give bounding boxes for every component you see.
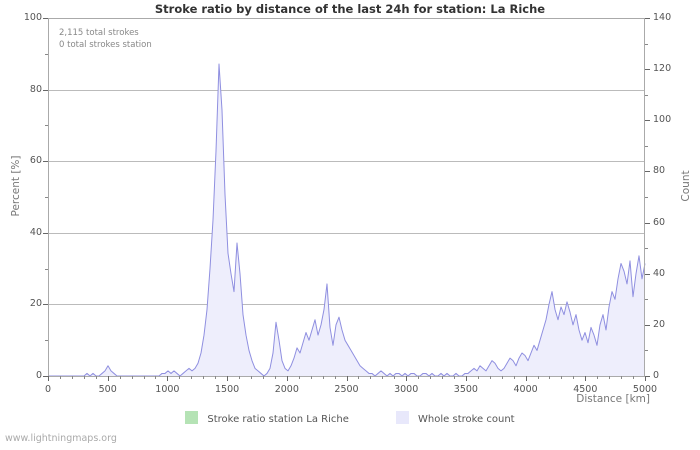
legend-swatch-stroke-ratio-station [185,411,199,424]
x-axis-tick-label: 1000 [155,384,180,395]
y-axis-left-tick-label: 0 [35,370,42,381]
y-axis-left-tick-label: 40 [29,226,42,238]
x-axis-tick-label: 500 [98,384,117,395]
x-axis-tick-label: 3000 [394,384,419,395]
y-axis-right-tick-label: 40 [653,267,666,279]
legend-label-stroke-ratio-station: Stroke ratio station La Riche [207,413,349,425]
y-axis-left-label: Percent [%] [10,155,22,217]
x-axis-label: Distance [km] [576,393,650,405]
chart-legend: Stroke ratio station La Riche Whole stro… [0,411,700,425]
chart-title: Stroke ratio by distance of the last 24h… [154,2,546,16]
x-axis-tick-label: 4000 [513,384,538,395]
watermark: www.lightningmaps.org [5,433,117,444]
y-axis-right-tick-label: 140 [653,12,672,23]
y-axis-right-tick-label: 0 [653,370,660,381]
y-axis-right-tick-label: 120 [653,63,672,75]
y-axis-right-tick-label: 20 [653,318,666,330]
y-axis-right-tick-label: 80 [653,165,666,177]
y-axis-right-tick-label: 60 [653,216,666,228]
legend-label-whole-stroke-count: Whole stroke count [418,413,515,425]
legend-item-stroke-ratio-station[interactable]: Stroke ratio station La Riche [185,411,349,425]
y-axis-left-tick-label: 100 [23,12,42,23]
y-axis-right-tick-label: 100 [653,114,672,126]
y-axis-left-tick-label: 20 [29,298,42,310]
x-axis-tick-label: 2000 [274,384,299,395]
y-axis-left-tick-label: 80 [29,83,42,95]
annotation-total-strokes: 2,115 total strokes [59,28,139,38]
y-axis-left-tick-label: 60 [29,155,42,167]
x-axis-tick-label: 3500 [453,384,478,395]
legend-swatch-whole-stroke-count [396,411,410,424]
x-axis-tick-label: 1500 [215,384,240,395]
x-axis-tick-label: 4500 [573,384,598,395]
series-area-whole-stroke-count [48,64,645,376]
annotation-total-strokes-station: 0 total strokes station [59,40,152,50]
x-axis-tick-label: 0 [44,384,52,395]
x-axis-tick-label: 2500 [334,384,359,395]
legend-item-whole-stroke-count[interactable]: Whole stroke count [396,411,515,425]
x-axis-tick-label: 5000 [632,384,658,395]
